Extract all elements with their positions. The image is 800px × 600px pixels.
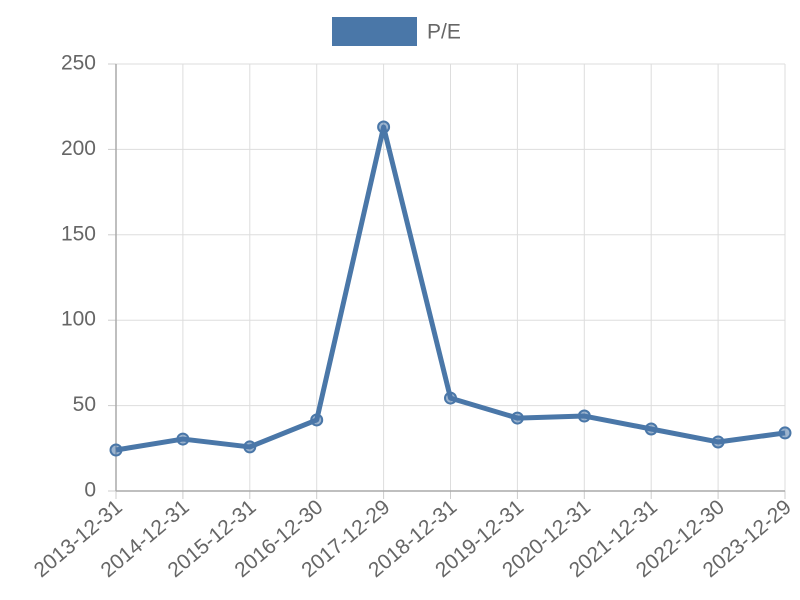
y-tick-label: 0 (84, 479, 96, 502)
data-point (444, 391, 457, 405)
y-tick-label: 200 (61, 137, 96, 160)
data-point (510, 411, 524, 425)
data-point (109, 443, 123, 457)
data-point (310, 413, 324, 427)
legend-label: P/E (427, 21, 461, 44)
data-point (243, 440, 257, 454)
data-point (377, 120, 391, 134)
data-point (577, 409, 591, 423)
data-point (711, 435, 725, 449)
data-point (778, 426, 792, 440)
y-tick-label: 250 (61, 52, 96, 75)
data-point (644, 422, 658, 436)
data-point (176, 432, 190, 446)
y-tick-label: 150 (61, 222, 96, 245)
y-tick-label: 50 (73, 393, 96, 416)
legend-swatch (332, 17, 417, 46)
y-tick-label: 100 (61, 308, 96, 331)
